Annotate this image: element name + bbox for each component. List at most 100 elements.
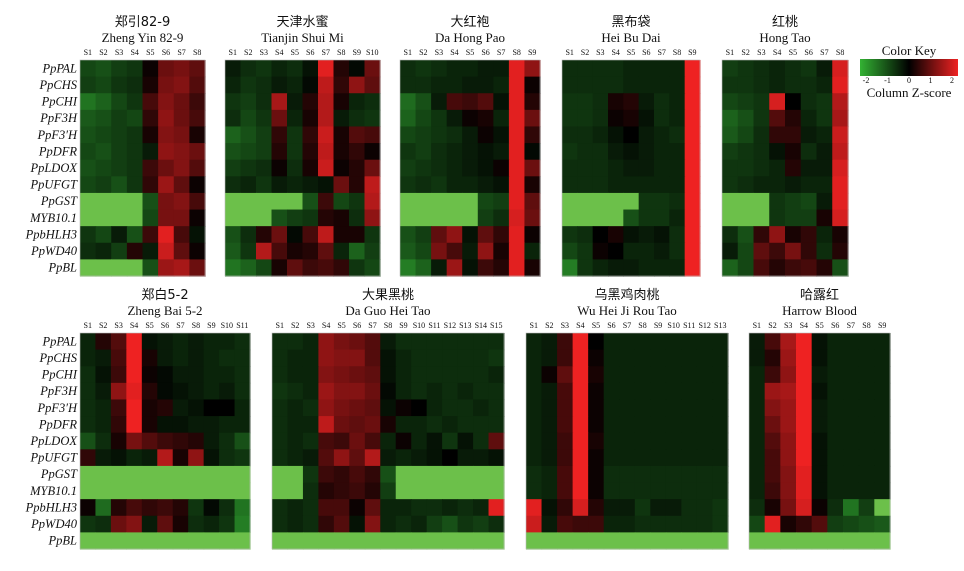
- heatmap-cell: [722, 143, 739, 161]
- heatmap-cell: [80, 416, 97, 434]
- heatmap-cell: [874, 449, 891, 467]
- heatmap-cell: [203, 366, 220, 384]
- heatmap-cell: [488, 482, 505, 500]
- heatmap-cell: [749, 333, 766, 351]
- heatmap-cell: [665, 333, 682, 351]
- heatmap-cell: [380, 382, 397, 401]
- heatmap-cell: [80, 333, 97, 351]
- heatmap-cell: [158, 192, 175, 211]
- gene-label: PpCHI: [41, 368, 78, 382]
- heatmap-cell: [473, 449, 490, 467]
- heatmap-cell: [874, 366, 891, 384]
- heatmap-cell: [203, 382, 220, 401]
- heatmap-cell: [669, 176, 686, 194]
- heatmap-cell: [493, 60, 510, 78]
- heatmap-cell: [380, 499, 397, 517]
- heatmap-cell: [172, 416, 189, 434]
- heatmap-cell: [800, 159, 818, 177]
- heatmap-cell: [811, 399, 828, 417]
- heatmap-cell: [400, 143, 417, 161]
- heatmap-cell: [737, 192, 755, 211]
- heatmap-cell: [415, 143, 432, 161]
- heatmap-cell: [557, 482, 574, 500]
- heatmap-cell: [508, 259, 526, 277]
- heatmap-cell: [302, 209, 319, 227]
- heatmap-cell: [457, 382, 474, 401]
- heatmap-cell: [619, 333, 636, 351]
- heatmap-cell: [524, 226, 541, 244]
- heatmap-cell: [477, 226, 494, 244]
- heatmap-cell: [526, 366, 543, 384]
- heatmap-cell: [753, 209, 770, 227]
- heatmap-cell: [473, 482, 490, 500]
- heatmap-cell: [395, 449, 412, 467]
- heatmap-cell: [219, 382, 236, 401]
- heatmap-cell: [634, 399, 651, 417]
- heatmap-cell: [110, 416, 127, 434]
- heatmap-cell: [287, 382, 304, 401]
- heatmap-cell: [603, 399, 620, 417]
- heatmap-cell: [173, 109, 190, 128]
- heatmap-cell: [654, 176, 670, 194]
- heatmap-cell: [442, 333, 459, 351]
- heatmap-cell: [619, 349, 636, 367]
- heatmap-cell: [188, 333, 205, 351]
- heatmap-cell: [256, 259, 273, 277]
- heatmap-cell: [526, 432, 543, 450]
- sample-label: S4: [275, 48, 283, 57]
- heatmap-cell: [608, 126, 624, 144]
- heatmap-cell: [157, 499, 174, 517]
- heatmap-cell: [158, 126, 175, 144]
- heatmap-cell: [473, 499, 490, 517]
- heatmap-cell: [333, 349, 350, 367]
- gene-label: PpUFGT: [29, 451, 78, 465]
- heatmap-cell: [203, 349, 220, 367]
- heatmap-cell: [203, 532, 220, 550]
- heatmap-cell: [157, 366, 174, 384]
- heatmap-cell: [874, 482, 891, 500]
- heatmap-cell: [333, 76, 350, 94]
- heatmap-cell: [488, 333, 505, 351]
- heatmap-cell: [457, 416, 474, 434]
- heatmap-cell: [764, 482, 781, 500]
- heatmap-cell: [302, 499, 319, 517]
- heatmap-cell: [188, 432, 205, 450]
- heatmap-cell: [811, 382, 828, 401]
- heatmap-cell: [769, 93, 786, 111]
- sample-label: S12: [698, 321, 710, 330]
- sample-label: S1: [753, 321, 761, 330]
- color-key-gradient: [860, 59, 958, 76]
- heatmap-cell: [816, 176, 833, 194]
- heatmap-cell: [110, 499, 127, 517]
- heatmap-cell: [669, 126, 686, 144]
- heatmap-cell: [219, 399, 236, 417]
- heatmap-cell: [712, 465, 729, 484]
- sample-label: S9: [528, 48, 536, 57]
- heatmap-cell: [592, 176, 609, 194]
- heatmap-cell: [333, 416, 350, 434]
- heatmap-cell: [696, 349, 714, 367]
- heatmap-cell: [349, 399, 366, 417]
- heatmap-cell: [240, 226, 257, 244]
- heatmap-cell: [349, 109, 366, 128]
- heatmap-cell: [811, 333, 828, 351]
- heatmap-cell: [395, 499, 412, 517]
- heatmap-cell: [172, 482, 189, 500]
- heatmap-cell: [457, 465, 474, 484]
- heatmap-cell: [333, 432, 350, 450]
- heatmap-cell: [111, 126, 128, 144]
- heatmap-cell: [203, 499, 220, 517]
- heatmap-cell: [188, 482, 205, 500]
- heatmap-cell: [442, 532, 459, 550]
- heatmap-cell: [272, 416, 289, 434]
- heatmap-cell: [665, 399, 682, 417]
- sample-label: S4: [130, 48, 138, 57]
- sample-label: S5: [146, 48, 154, 57]
- heatmap-cell: [737, 126, 755, 144]
- heatmap-cell: [608, 109, 624, 128]
- heatmap-cell: [749, 416, 766, 434]
- heatmap-cell: [800, 93, 818, 111]
- heatmap-cell: [400, 209, 417, 227]
- heatmap-cell: [188, 416, 205, 434]
- heatmap-cell: [302, 349, 319, 367]
